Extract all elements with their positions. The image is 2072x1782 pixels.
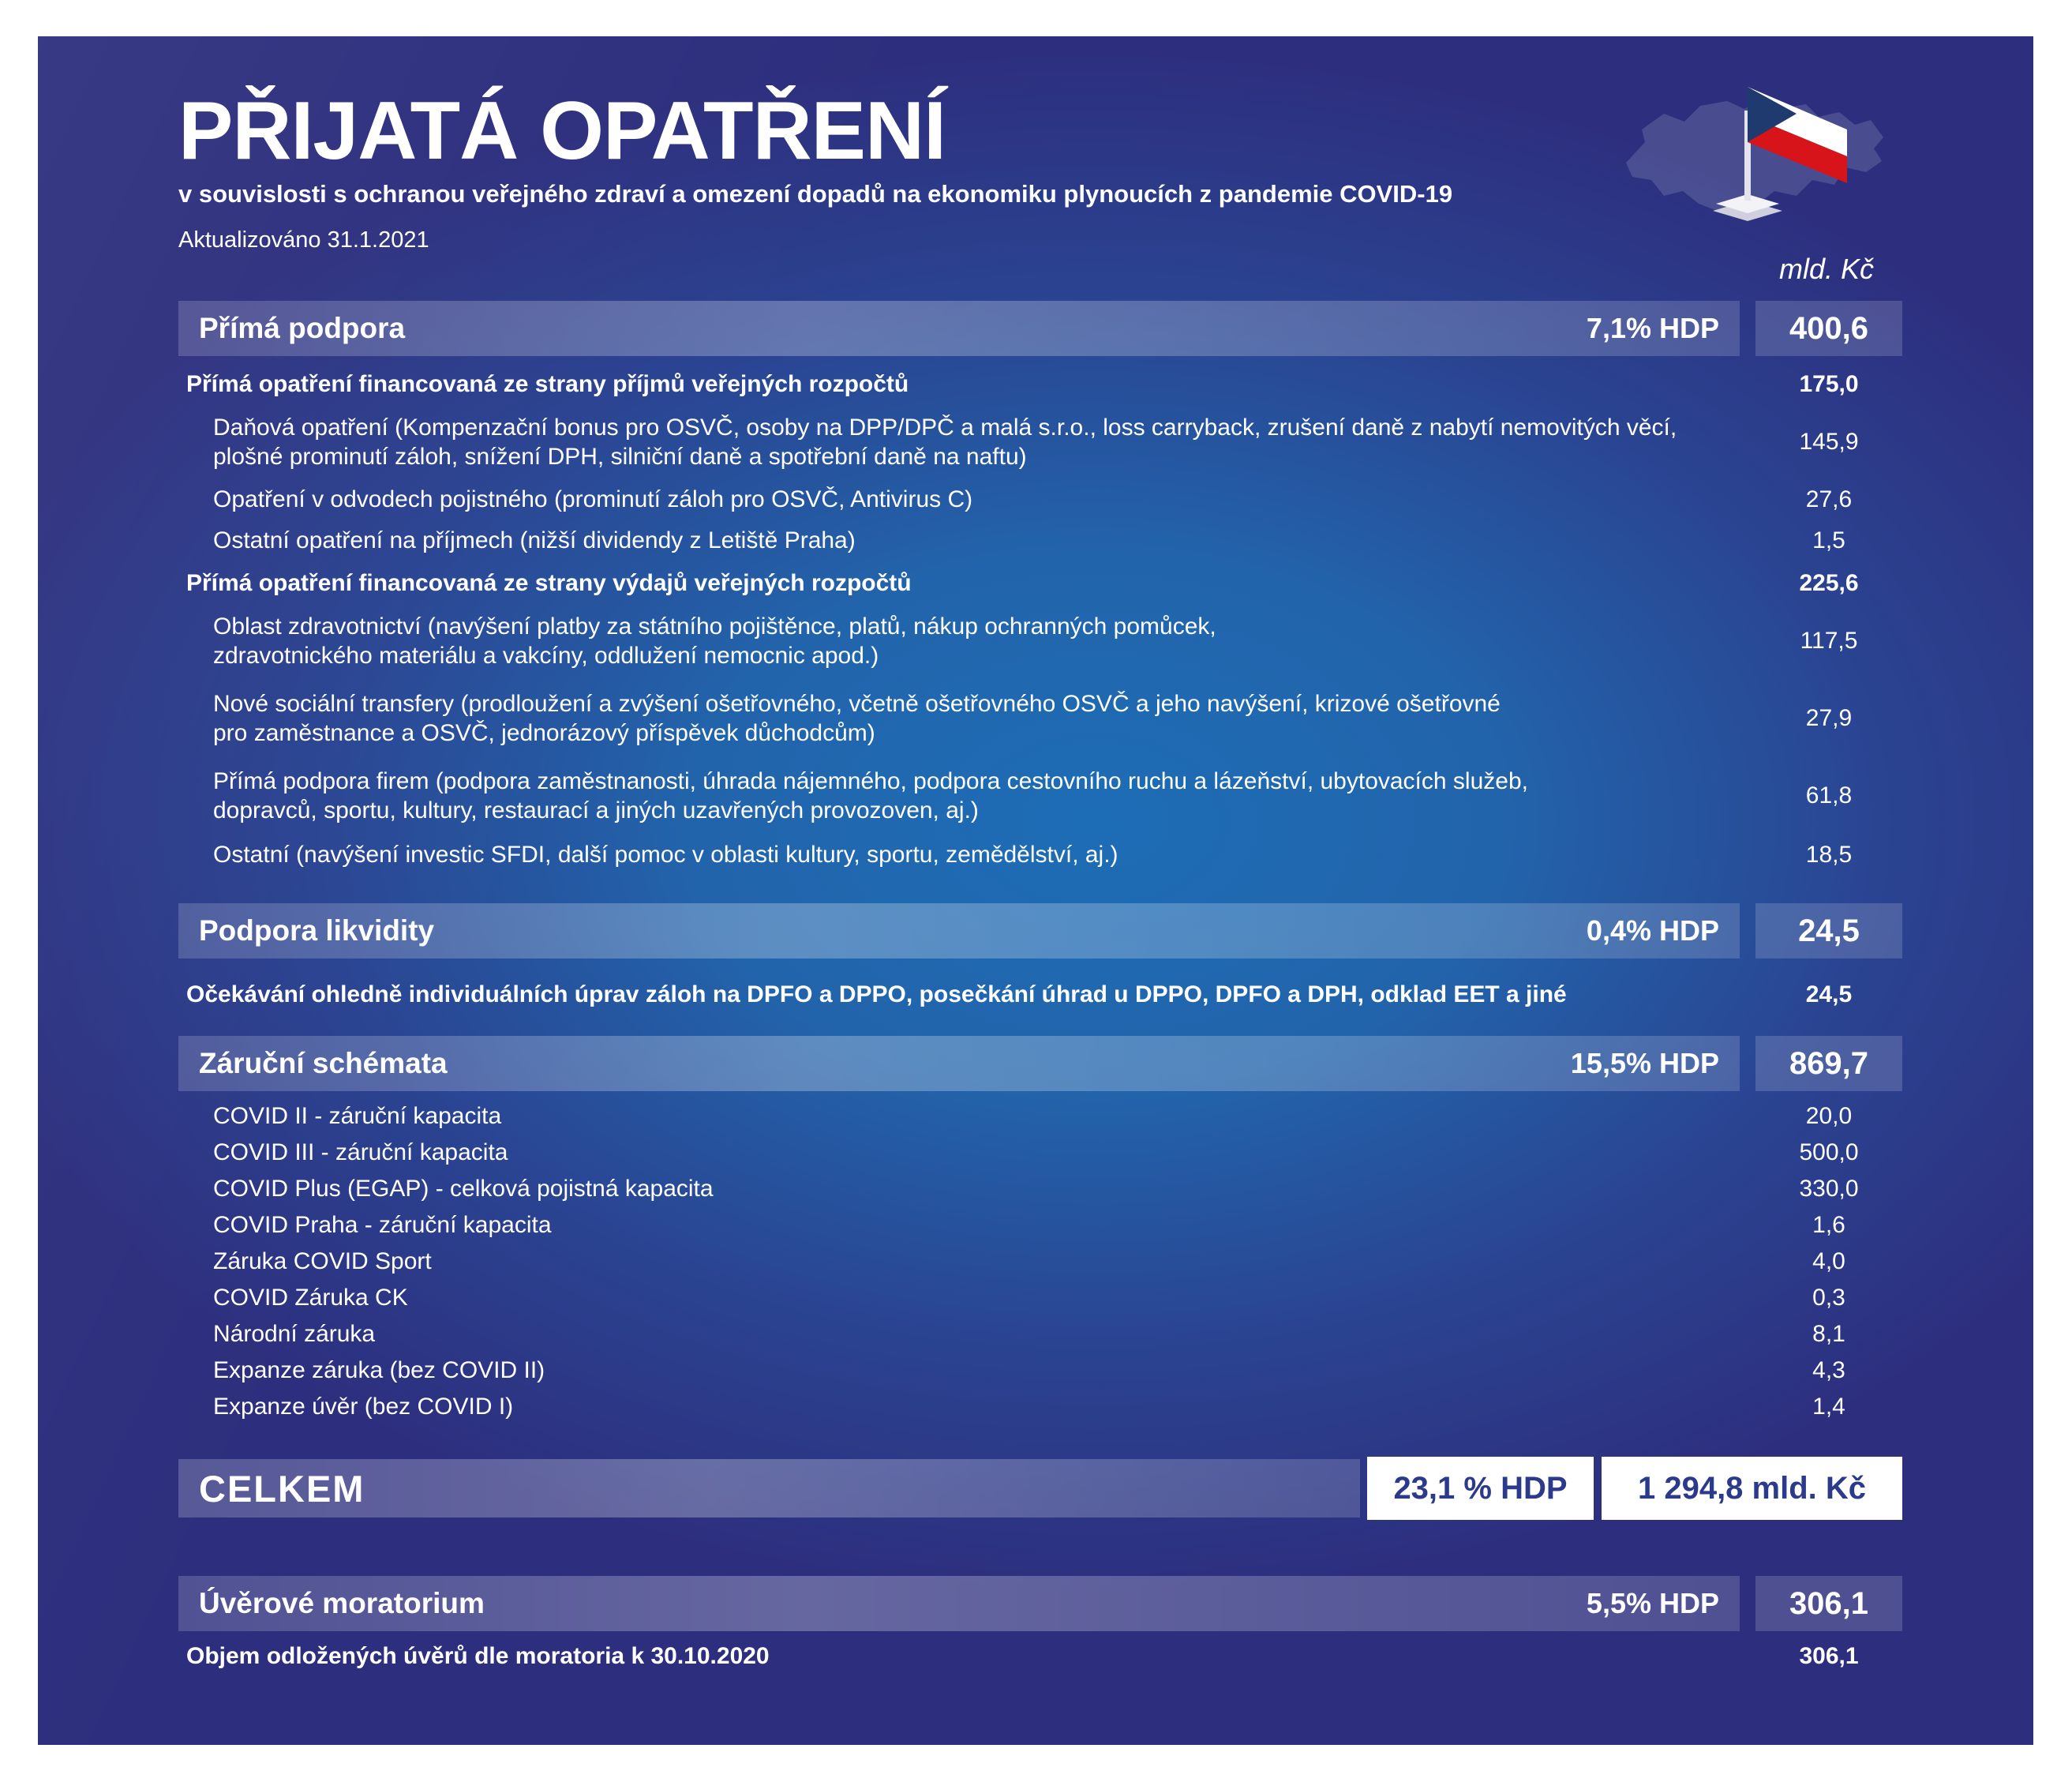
section-bar: Podpora likvidity 0,4% HDP [178,903,1740,959]
infographic-panel: PŘIJATÁ OPATŘENÍ v souvislosti s ochrano… [38,36,2033,1745]
row-label: Expanze záruka (bez COVID II) [213,1357,545,1383]
header: PŘIJATÁ OPATŘENÍ v souvislosti s ochrano… [178,87,1452,253]
total-bar: CELKEM [178,1459,1360,1518]
row-label: COVID Záruka CK [213,1285,408,1311]
row-value: 117,5 [1800,628,1858,654]
row-label: Objem odložených úvěrů dle moratoria k 3… [186,1643,770,1669]
czech-map-flag-icon [1609,65,1893,251]
row-label: Opatření v odvodech pojistného (prominut… [213,486,973,512]
row-value: 4,0 [1812,1248,1845,1274]
row-value: 4,3 [1812,1357,1845,1383]
section-total-value: 869,7 [1755,1036,1902,1091]
table-row: Oblast zdravotnictví (navýšení platby za… [178,609,1902,673]
section-bar: Úvěrové moratorium 5,5% HDP [178,1576,1740,1631]
table-row: Přímá opatření financovaná ze strany výd… [178,568,1902,599]
section-header-zarucni-schemata: Záruční schémata 15,5% HDP 869,7 [178,1036,1902,1091]
row-value: 61,8 [1805,782,1853,808]
section-header-prima-podpora: Přímá podpora 7,1% HDP 400,6 [178,301,1902,356]
flag-red-field [1748,115,1847,183]
row-label: Záruka COVID Sport [213,1248,432,1274]
row-label: COVID Plus (EGAP) - celková pojistná kap… [213,1176,714,1202]
section-title: Úvěrové moratorium [199,1587,485,1619]
table-row: COVID Praha - záruční kapacita 1,6 [178,1210,1902,1241]
row-value: 500,0 [1799,1139,1859,1165]
row-value: 175,0 [1799,371,1859,397]
total-label: CELKEM [199,1467,365,1510]
total-sum: 1 294,8 mld. Kč [1602,1457,1902,1520]
row-label: COVID Praha - záruční kapacita [213,1212,552,1238]
flag-pole [1744,111,1751,201]
table-row: COVID II - záruční kapacita 20,0 [178,1101,1902,1132]
section-bar: Přímá podpora 7,1% HDP [178,301,1740,356]
table-row: Přímá podpora firem (podpora zaměstnanos… [178,763,1902,828]
row-label: Daňová opatření (Kompenzační bonus pro O… [213,415,1677,470]
row-value: 1,5 [1812,527,1845,553]
row-value: 1,4 [1812,1394,1845,1420]
table-row: Ostatní opatření na příjmech (nižší divi… [178,525,1902,557]
section-hdp-share: 0,4% HDP [1586,914,1719,947]
table-row: COVID III - záruční kapacita 500,0 [178,1137,1902,1169]
row-label: Expanze úvěr (bez COVID I) [213,1394,514,1420]
row-value: 24,5 [1805,981,1853,1007]
row-label: Ostatní opatření na příjmech (nižší divi… [213,527,856,553]
row-label: COVID III - záruční kapacita [213,1139,508,1165]
row-value: 20,0 [1805,1103,1853,1129]
flag-base [1716,194,1779,213]
flag-blue-triangle [1748,87,1797,142]
table-row: Opatření v odvodech pojistného (prominut… [178,484,1902,516]
row-value: 27,9 [1805,705,1853,731]
row-label: Ostatní (navýšení investic SFDI, další p… [213,842,1118,868]
row-label: Přímá podpora firem (podpora zaměstnanos… [213,768,1528,823]
content: Přímá podpora 7,1% HDP 400,6 Přímá opatř… [178,36,1902,1672]
total-row: CELKEM 23,1 % HDP 1 294,8 mld. Kč [178,1457,1902,1520]
row-label: Přímá opatření financovaná ze strany výd… [186,570,912,596]
row-label: Očekávání ohledně individuálních úprav z… [186,981,1567,1007]
table-row: Expanze úvěr (bez COVID I) 1,4 [178,1391,1902,1423]
updated-date: Aktualizováno 31.1.2021 [178,227,429,253]
section-hdp-share: 15,5% HDP [1570,1047,1719,1079]
table-row: COVID Záruka CK 0,3 [178,1282,1902,1314]
section-title: Podpora likvidity [199,914,435,947]
row-value: 27,6 [1805,486,1853,512]
row-value: 18,5 [1805,842,1853,868]
table-row: Objem odložených úvěrů dle moratoria k 3… [178,1641,1902,1672]
section-total-value: 400,6 [1755,301,1902,356]
table-row: Záruka COVID Sport 4,0 [178,1246,1902,1277]
row-value: 0,3 [1812,1285,1845,1311]
table-row: Nové sociální transfery (prodloužení a z… [178,686,1902,751]
section-bar: Záruční schémata 15,5% HDP [178,1036,1740,1091]
section-hdp-share: 5,5% HDP [1586,1587,1719,1619]
section-total-value: 24,5 [1755,903,1902,959]
table-row: Ostatní (navýšení investic SFDI, další p… [178,839,1902,871]
row-value: 1,6 [1812,1212,1845,1238]
row-label: Národní záruka [213,1321,376,1347]
section-title: Přímá podpora [199,312,406,344]
section-total-value: 306,1 [1755,1576,1902,1631]
row-value: 306,1 [1799,1643,1859,1669]
section-header-uverove-moratorium: Úvěrové moratorium 5,5% HDP 306,1 [178,1576,1902,1631]
table-row: Daňová opatření (Kompenzační bonus pro O… [178,410,1902,475]
row-label: COVID II - záruční kapacita [213,1103,502,1129]
table-row: COVID Plus (EGAP) - celková pojistná kap… [178,1173,1902,1205]
row-label: Nové sociální transfery (prodloužení a z… [213,691,1501,746]
row-value: 8,1 [1812,1321,1845,1347]
table-row: Národní záruka 8,1 [178,1319,1902,1350]
row-value: 330,0 [1799,1176,1859,1202]
section-title: Záruční schémata [199,1047,448,1079]
table-row: Očekávání ohledně individuálních úprav z… [178,979,1902,1011]
section-header-podpora-likvidity: Podpora likvidity 0,4% HDP 24,5 [178,903,1902,959]
row-label: Přímá opatření financovaná ze strany pří… [186,371,909,397]
table-row: Přímá opatření financovaná ze strany pří… [178,369,1902,400]
row-label: Oblast zdravotnictví (navýšení platby za… [213,613,1216,669]
table-row: Expanze záruka (bez COVID II) 4,3 [178,1355,1902,1386]
page-subtitle: v souvislosti s ochranou veřejného zdrav… [178,180,1453,208]
section-hdp-share: 7,1% HDP [1586,312,1719,344]
unit-label: mld. Kč [1778,253,1875,285]
total-hdp-share: 23,1 % HDP [1367,1457,1594,1520]
page-title: PŘIJATÁ OPATŘENÍ [178,85,946,177]
row-value: 225,6 [1799,570,1859,596]
row-value: 145,9 [1799,429,1859,455]
